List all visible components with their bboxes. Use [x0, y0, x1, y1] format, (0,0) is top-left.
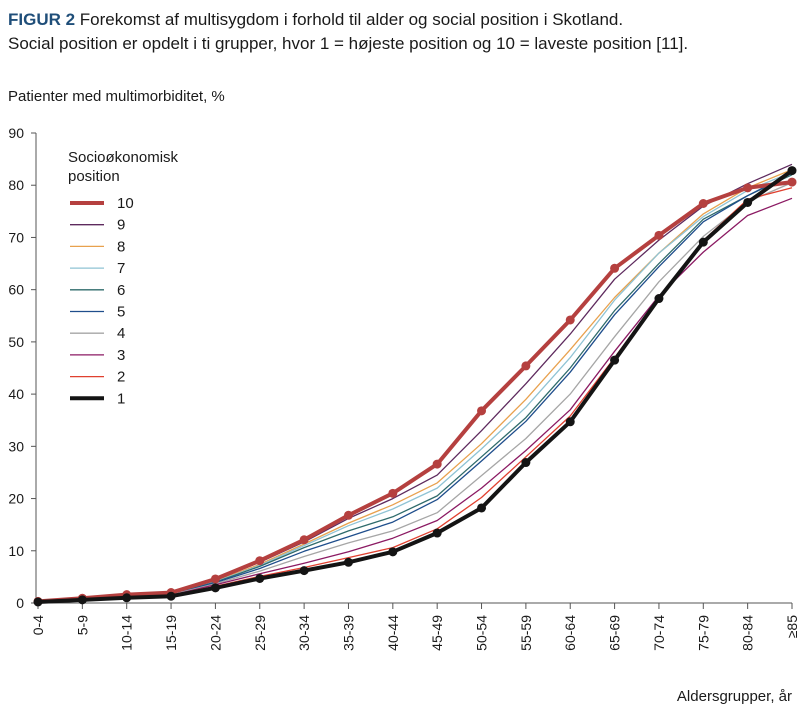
x-tick-label: 70-74 [651, 615, 667, 651]
y-tick-label: 20 [8, 491, 24, 507]
x-tick-label: 80-84 [740, 615, 756, 651]
series-line-10 [37, 180, 793, 604]
x-tick-label: 60-64 [562, 615, 578, 651]
legend-title-line-1: Socioøkonomisk [68, 149, 179, 166]
series-point-1 [787, 166, 797, 176]
x-tick-label: 75-79 [695, 615, 711, 651]
series-point-10 [388, 488, 398, 498]
legend-label-6: 6 [117, 282, 125, 299]
x-tick-label: 50-54 [474, 615, 490, 651]
y-tick-label: 80 [8, 177, 24, 193]
series-point-1 [343, 557, 353, 567]
legend-label-2: 2 [117, 369, 125, 386]
x-tick-label: 45-49 [429, 615, 445, 651]
legend-title-line-2: position [68, 168, 120, 185]
caption-line-2: Social position er opdelt i ti grupper, … [8, 34, 689, 53]
series-line-7 [37, 171, 793, 603]
x-tick-label: 15-19 [163, 615, 179, 651]
y-tick-label: 10 [8, 543, 24, 559]
series-point-10 [521, 361, 531, 371]
legend-label-10: 10 [117, 195, 134, 212]
series-layer [33, 163, 797, 607]
series-point-10 [787, 177, 797, 187]
x-tick-label: 0-4 [30, 615, 46, 635]
series-point-1 [255, 573, 265, 583]
legend-label-8: 8 [117, 238, 125, 255]
series-point-1 [33, 597, 43, 607]
series-point-10 [565, 315, 575, 325]
y-axis-label: Patienter med multimorbiditet, % [8, 88, 225, 105]
series-point-10 [299, 535, 309, 545]
series-line-8 [37, 168, 793, 603]
caption-line-1: Forekomst af multisygdom i forhold til a… [79, 10, 624, 29]
x-tick-label: 55-59 [518, 615, 534, 651]
series-point-10 [698, 199, 708, 208]
series-point-1 [388, 547, 398, 557]
x-tick-label: 30-34 [296, 615, 312, 651]
axes: 0 10 20 30 40 50 60 70 80 90 0-4 5-9 10-14 15-19 20-24… [8, 125, 800, 651]
legend: Socioøkonomisk position 10 9 8 7 6 5 4 3 2 1 [68, 149, 179, 407]
series-point-10 [654, 230, 664, 240]
series-point-10 [210, 574, 220, 584]
series-point-1 [610, 355, 620, 365]
series-line-6 [37, 174, 793, 603]
x-axis-label: Aldersgrupper, år [676, 688, 792, 705]
y-tick-label: 50 [8, 334, 24, 350]
y-tick-label: 70 [8, 229, 24, 245]
x-tick-label: 5-9 [74, 615, 90, 635]
x-tick-label: 35-39 [340, 615, 356, 651]
series-point-1 [565, 417, 575, 427]
y-tick-label: 60 [8, 282, 24, 298]
series-point-1 [122, 593, 132, 603]
x-tick-label: 65-69 [607, 615, 623, 651]
series-point-1 [210, 583, 220, 593]
series-point-1 [477, 503, 487, 513]
series-point-1 [698, 237, 708, 247]
series-point-10 [477, 406, 487, 416]
series-point-10 [743, 183, 753, 193]
legend-label-9: 9 [117, 217, 125, 234]
series-point-1 [299, 566, 309, 576]
x-tick-label: 20-24 [207, 615, 223, 651]
series-point-1 [77, 595, 87, 605]
x-tick-label: ≥85 [784, 615, 800, 638]
series-point-1 [432, 528, 442, 538]
series-point-1 [654, 294, 664, 304]
series-point-1 [166, 591, 176, 601]
figure-caption: FIGUR 2 Forekomst af multisygdom i forho… [8, 8, 688, 56]
series-point-1 [743, 197, 753, 207]
x-tick-label: 10-14 [119, 615, 135, 651]
series-point-1 [521, 458, 531, 468]
series-point-10 [343, 510, 353, 520]
y-tick-label: 30 [8, 438, 24, 454]
y-tick-label: 90 [8, 125, 24, 141]
series-line-1 [37, 168, 794, 604]
series-line-9 [37, 163, 793, 603]
x-tick-label: 40-44 [385, 615, 401, 651]
series-point-10 [610, 263, 620, 273]
x-tick-label: 25-29 [252, 615, 268, 651]
legend-label-5: 5 [117, 304, 125, 321]
series-point-10 [255, 556, 265, 566]
y-tick-label: 40 [8, 386, 24, 402]
legend-label-3: 3 [117, 347, 125, 364]
legend-label-7: 7 [117, 260, 125, 277]
y-tick-label: 0 [16, 595, 24, 611]
series-point-10 [432, 459, 442, 469]
series-line-2 [37, 187, 793, 603]
legend-label-1: 1 [117, 390, 125, 407]
figure-label: FIGUR 2 [8, 10, 76, 29]
legend-label-4: 4 [117, 325, 125, 342]
